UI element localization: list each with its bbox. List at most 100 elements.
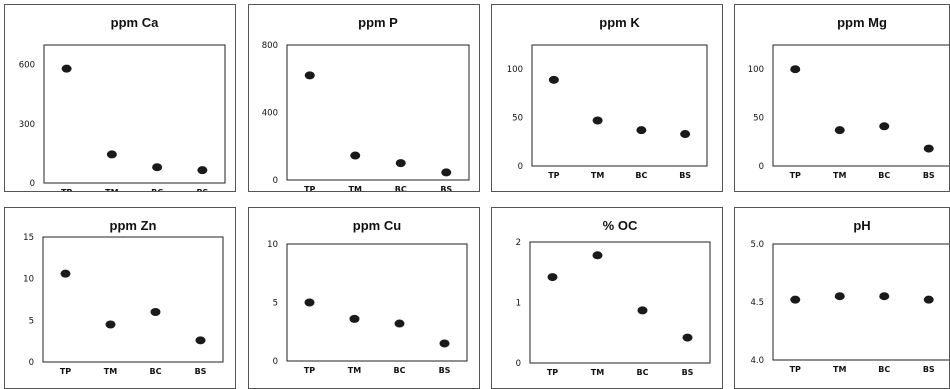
chart-svg: ppm P 0 400 800 TP TM BC BS <box>262 15 470 191</box>
x-category-label: TP <box>61 188 72 191</box>
chart-title: ppm Cu <box>353 218 401 233</box>
x-category-label: BC <box>394 366 406 375</box>
data-point-bs <box>923 144 934 153</box>
data-point-bc <box>395 159 406 168</box>
chart-title: ppm K <box>599 15 640 30</box>
data-point-tp <box>547 273 558 282</box>
x-category-label: BS <box>439 366 451 375</box>
plot-frame <box>286 44 470 181</box>
chart-title: % OC <box>603 218 638 233</box>
chart-title: ppm Ca <box>111 15 159 30</box>
chart-title: ppm P <box>358 15 398 30</box>
x-category-label: TM <box>348 366 361 375</box>
plot-frame <box>42 236 224 363</box>
x-category-label: BC <box>150 367 162 376</box>
data-point-bs <box>441 168 452 177</box>
y-tick-label: 0 <box>516 359 521 369</box>
chart-panel-oc: % OC 0 1 2 TP TM BC BS <box>491 207 723 389</box>
chart-svg: % OC 0 1 2 TP TM BC BS <box>516 218 711 377</box>
x-category-label: TM <box>591 368 604 377</box>
y-tick-label: 4.5 <box>750 298 764 308</box>
chart-svg: ppm Mg 0 50 100 TP TM BC BS <box>748 15 949 180</box>
plot-frame <box>286 243 468 362</box>
x-category-label: BC <box>878 171 890 180</box>
x-category-label: TP <box>304 185 315 191</box>
x-category-label: TP <box>60 367 71 376</box>
y-tick-label: 50 <box>753 114 764 124</box>
data-point-bc <box>637 306 648 315</box>
data-point-tm <box>350 151 361 160</box>
x-category-label: BC <box>878 365 890 374</box>
data-point-bs <box>923 295 934 304</box>
x-category-label: TM <box>833 171 846 180</box>
data-point-tm <box>106 150 117 159</box>
data-point-tm <box>834 292 845 301</box>
data-point-tp <box>790 65 801 74</box>
x-category-label: BS <box>923 365 935 374</box>
data-point-bs <box>197 166 208 175</box>
y-tick-label: 50 <box>512 114 523 124</box>
y-tick-label: 0 <box>518 162 523 172</box>
x-category-label: TM <box>105 188 118 191</box>
data-point-bc <box>152 163 163 172</box>
y-tick-label: 5.0 <box>750 240 764 250</box>
chart-svg: ppm K 0 50 100 TP TM BC BS <box>507 15 708 180</box>
x-category-label: BS <box>195 367 207 376</box>
x-category-label: TP <box>547 368 558 377</box>
y-tick-label: 4.0 <box>750 356 764 366</box>
data-point-tm <box>592 116 603 125</box>
chart-panel-cu: ppm Cu 0 5 10 TP TM BC BS <box>248 207 480 389</box>
y-tick-label: 0 <box>30 179 35 189</box>
x-category-label: BC <box>637 368 649 377</box>
y-tick-label: 10 <box>267 240 278 250</box>
chart-svg: ppm Cu 0 5 10 TP TM BC BS <box>267 218 468 375</box>
y-tick-label: 0 <box>29 358 34 368</box>
chart-panel-p: ppm P 0 400 800 TP TM BC BS <box>248 4 480 192</box>
y-tick-label: 1 <box>516 299 521 309</box>
plot-frame <box>529 241 711 364</box>
y-tick-label: 800 <box>262 41 278 51</box>
y-tick-label: 2 <box>516 238 521 248</box>
data-point-tm <box>105 320 116 329</box>
x-category-label: BS <box>440 185 452 191</box>
x-category-label: TP <box>304 366 315 375</box>
data-point-bc <box>394 319 405 328</box>
chart-svg: ppm Zn 0 5 10 15 TP TM BC BS <box>23 218 224 376</box>
data-point-tm <box>834 126 845 135</box>
chart-svg: ppm Ca 0 300 600 TP TM BC BS <box>19 15 226 191</box>
x-category-label: TP <box>790 171 801 180</box>
chart-panel-mg: ppm Mg 0 50 100 TP TM BC BS <box>734 4 950 192</box>
data-point-tp <box>304 298 315 307</box>
y-tick-label: 5 <box>29 316 34 326</box>
data-point-bs <box>195 336 206 345</box>
x-category-label: BS <box>196 188 208 191</box>
data-point-tp <box>61 64 72 73</box>
y-tick-label: 400 <box>262 109 278 119</box>
chart-title: ppm Zn <box>110 218 157 233</box>
x-category-label: TM <box>833 365 846 374</box>
x-category-label: BC <box>151 188 163 191</box>
data-point-tp <box>304 71 315 80</box>
x-category-label: BC <box>395 185 407 191</box>
chart-panel-ph: pH 4.0 4.5 5.0 TP TM BC BS <box>734 207 950 389</box>
chart-panel-ca: ppm Ca 0 300 600 TP TM BC BS <box>4 4 236 192</box>
data-point-bc <box>879 122 890 131</box>
y-tick-label: 300 <box>19 120 35 130</box>
chart-svg: pH 4.0 4.5 5.0 TP TM BC BS <box>750 218 949 374</box>
x-category-label: BC <box>635 171 647 180</box>
data-point-bc <box>636 126 647 135</box>
y-tick-label: 10 <box>23 275 34 285</box>
data-point-tm <box>349 314 360 323</box>
x-category-label: TM <box>104 367 117 376</box>
y-tick-label: 0 <box>759 162 764 172</box>
y-tick-label: 15 <box>23 233 34 243</box>
data-point-tp <box>790 295 801 304</box>
x-category-label: TM <box>349 185 362 191</box>
y-tick-label: 100 <box>748 65 764 75</box>
data-point-bc <box>879 292 890 301</box>
data-point-bs <box>682 333 693 342</box>
y-tick-label: 0 <box>273 176 278 186</box>
data-point-bs <box>680 130 691 139</box>
chart-title: pH <box>853 218 870 233</box>
data-point-tp <box>60 269 71 278</box>
